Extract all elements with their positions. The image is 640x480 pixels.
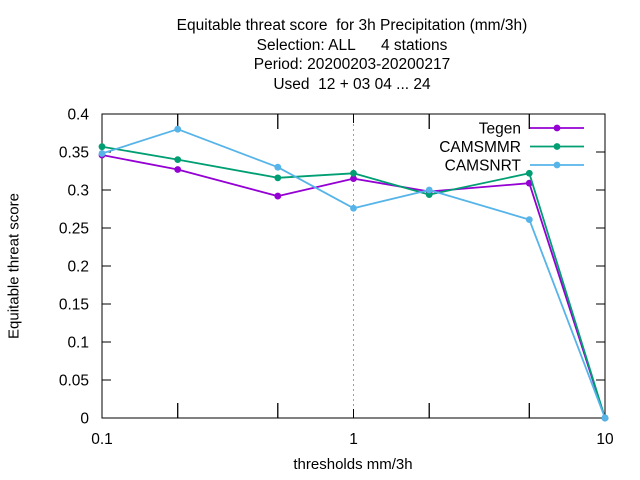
data-point-tegen	[274, 192, 282, 200]
legend-marker	[553, 143, 561, 150]
y-tick-label: 0.2	[67, 259, 89, 276]
data-point-camsmmr	[174, 156, 182, 164]
y-tick-label: 0.4	[67, 107, 89, 124]
x-tick-label: 0.1	[91, 431, 113, 448]
data-point-camsnrt	[274, 163, 282, 171]
title-line-1: Equitable threat score for 3h Precipitat…	[176, 17, 528, 34]
data-point-camsnrt	[525, 216, 533, 224]
y-tick-label: 0	[80, 411, 89, 428]
data-point-camsmmr	[274, 174, 282, 182]
y-tick-label: 0.15	[59, 297, 89, 314]
title-line-2: Selection: ALL 4 stations	[256, 36, 448, 54]
y-tick-label: 0.35	[59, 145, 89, 162]
data-point-camsnrt	[98, 150, 106, 157]
x-axis-label: thresholds mm/3h	[293, 456, 413, 473]
chart-title: Equitable threat score for 3h Precipitat…	[0, 16, 640, 94]
title-line-4: Used 12 + 03 04 ... 24	[273, 75, 431, 93]
data-point-tegen	[174, 166, 182, 173]
y-tick-label: 0.1	[67, 335, 89, 352]
legend-label: CAMSNRT	[445, 158, 522, 175]
legend-marker	[553, 161, 561, 169]
data-point-camsmmr	[525, 169, 533, 177]
data-point-camsmmr	[350, 169, 357, 177]
x-tick-label: 1	[349, 431, 358, 448]
data-point-camsnrt	[601, 414, 609, 422]
legend-marker	[553, 124, 561, 132]
y-tick-label: 0.05	[59, 373, 89, 390]
data-point-camsnrt	[174, 125, 182, 133]
title-line-3: Period: 20200203-20200217	[253, 56, 451, 73]
x-tick-label: 10	[596, 431, 614, 448]
data-point-camsnrt	[350, 204, 357, 212]
series-line-camsmmr	[101, 145, 606, 419]
legend-label: CAMSMMR	[439, 139, 521, 156]
data-point-tegen	[350, 175, 357, 183]
legend-label: Tegen	[479, 121, 521, 138]
data-point-camsnrt	[425, 186, 433, 194]
y-tick-label: 0.25	[59, 221, 89, 238]
data-point-camsmmr	[98, 143, 106, 151]
y-tick-label: 0.3	[67, 183, 89, 200]
